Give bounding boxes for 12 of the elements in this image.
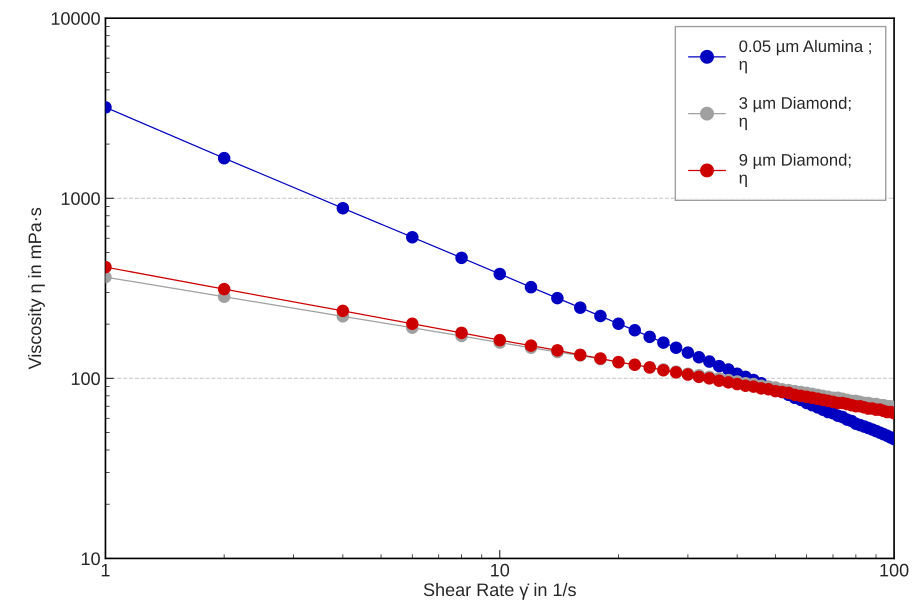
y-tick-label: 1000 — [62, 192, 100, 206]
legend-label: 3 µm Diamond; η — [739, 96, 851, 130]
y-tick-label: 10000 — [52, 12, 100, 25]
y-tick-label: 10 — [82, 552, 100, 566]
x-axis-title: Shear Rate γ̇ in 1/s — [424, 582, 576, 600]
x-tick-label: 10 — [491, 564, 510, 577]
legend-label: 9 µm Diamond; η — [739, 154, 851, 187]
y-axis-title: Viscosity η in mPa·s — [28, 208, 45, 370]
legend-label: 0.05 µm Alumina ; η — [739, 40, 871, 74]
x-tick-label: 100 — [880, 564, 908, 577]
x-tick-label: 1 — [102, 564, 110, 576]
y-tick-label: 100 — [72, 372, 100, 386]
